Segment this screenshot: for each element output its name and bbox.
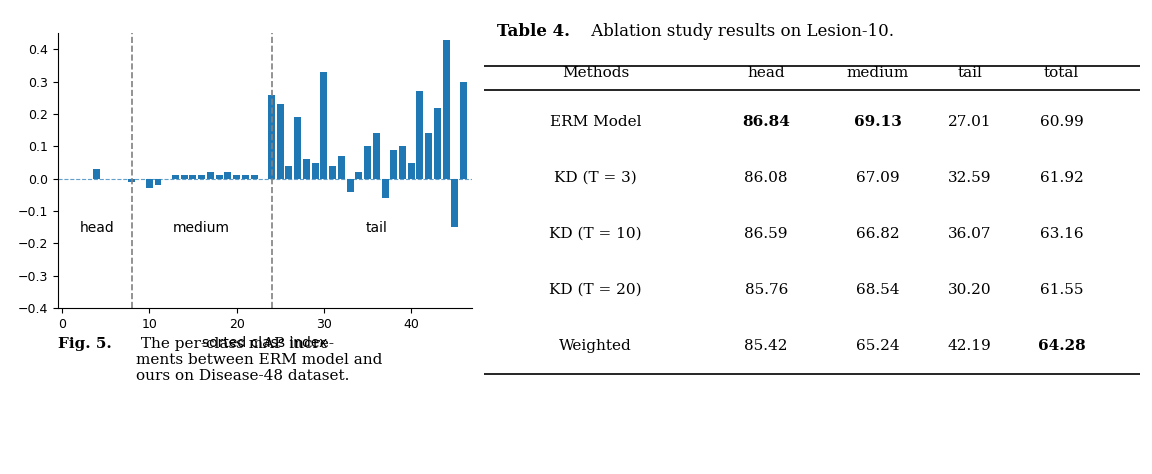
Bar — [416, 91, 424, 179]
Text: 32.59: 32.59 — [948, 171, 992, 185]
Bar — [242, 175, 249, 179]
Text: Weighted: Weighted — [559, 339, 631, 353]
Text: 63.16: 63.16 — [1040, 227, 1084, 241]
Text: medium: medium — [173, 221, 230, 235]
Text: 69.13: 69.13 — [854, 115, 902, 129]
Text: Ablation study results on Lesion-10.: Ablation study results on Lesion-10. — [585, 23, 894, 40]
Bar — [268, 95, 275, 179]
Bar — [146, 179, 153, 189]
Bar — [452, 179, 458, 227]
Text: total: total — [1044, 66, 1079, 80]
Bar — [442, 40, 449, 179]
Text: 86.84: 86.84 — [742, 115, 790, 129]
Text: 64.28: 64.28 — [1038, 339, 1085, 353]
Bar — [93, 169, 100, 179]
Bar — [381, 179, 388, 198]
Text: 65.24: 65.24 — [856, 339, 900, 353]
Text: 68.54: 68.54 — [856, 283, 900, 297]
Bar — [225, 172, 232, 179]
Bar — [373, 134, 380, 179]
Bar — [154, 179, 161, 185]
Bar — [347, 179, 354, 191]
Bar — [425, 134, 432, 179]
Text: 61.92: 61.92 — [1040, 171, 1084, 185]
Bar — [250, 175, 258, 179]
Bar — [172, 175, 179, 179]
Bar — [408, 163, 415, 179]
Text: 86.59: 86.59 — [744, 227, 788, 241]
Bar — [189, 175, 197, 179]
Text: 85.76: 85.76 — [744, 283, 788, 297]
Bar — [434, 108, 441, 179]
Text: head: head — [748, 66, 785, 80]
Text: The per-class mAP incre-
ments between ERM model and
ours on Disease-48 dataset.: The per-class mAP incre- ments between E… — [136, 337, 382, 383]
Bar — [355, 172, 363, 179]
Bar — [312, 163, 319, 179]
Text: ERM Model: ERM Model — [550, 115, 642, 129]
Text: KD (T = 10): KD (T = 10) — [550, 227, 642, 241]
Text: tail: tail — [957, 66, 983, 80]
Bar — [320, 72, 327, 179]
Text: Methods: Methods — [562, 66, 629, 80]
Bar — [286, 166, 293, 179]
Text: KD (T = 20): KD (T = 20) — [550, 283, 642, 297]
Text: 67.09: 67.09 — [856, 171, 900, 185]
Text: 42.19: 42.19 — [948, 339, 992, 353]
Bar — [233, 175, 240, 179]
Text: 27.01: 27.01 — [948, 115, 992, 129]
Bar — [198, 175, 205, 179]
Bar — [391, 150, 397, 179]
Bar — [294, 117, 301, 179]
Bar — [128, 179, 135, 182]
Bar — [329, 166, 336, 179]
Bar — [399, 146, 406, 179]
Bar — [215, 175, 222, 179]
Text: tail: tail — [365, 221, 387, 235]
Bar — [338, 156, 344, 179]
Bar — [364, 146, 371, 179]
Bar — [460, 82, 467, 179]
Bar — [303, 159, 310, 179]
Text: 85.42: 85.42 — [744, 339, 788, 353]
Text: 60.99: 60.99 — [1040, 115, 1084, 129]
Text: 86.08: 86.08 — [744, 171, 788, 185]
Text: medium: medium — [847, 66, 909, 80]
Text: 36.07: 36.07 — [948, 227, 992, 241]
Text: 30.20: 30.20 — [948, 283, 992, 297]
Bar — [181, 175, 188, 179]
Bar — [207, 172, 214, 179]
Text: head: head — [79, 221, 114, 235]
Text: Fig. 5.: Fig. 5. — [58, 337, 112, 351]
X-axis label: sorted class index: sorted class index — [203, 337, 327, 350]
Text: 61.55: 61.55 — [1040, 283, 1083, 297]
Bar — [276, 104, 283, 179]
Text: 66.82: 66.82 — [856, 227, 900, 241]
Text: Table 4.: Table 4. — [497, 23, 570, 40]
Text: KD (T = 3): KD (T = 3) — [554, 171, 637, 185]
